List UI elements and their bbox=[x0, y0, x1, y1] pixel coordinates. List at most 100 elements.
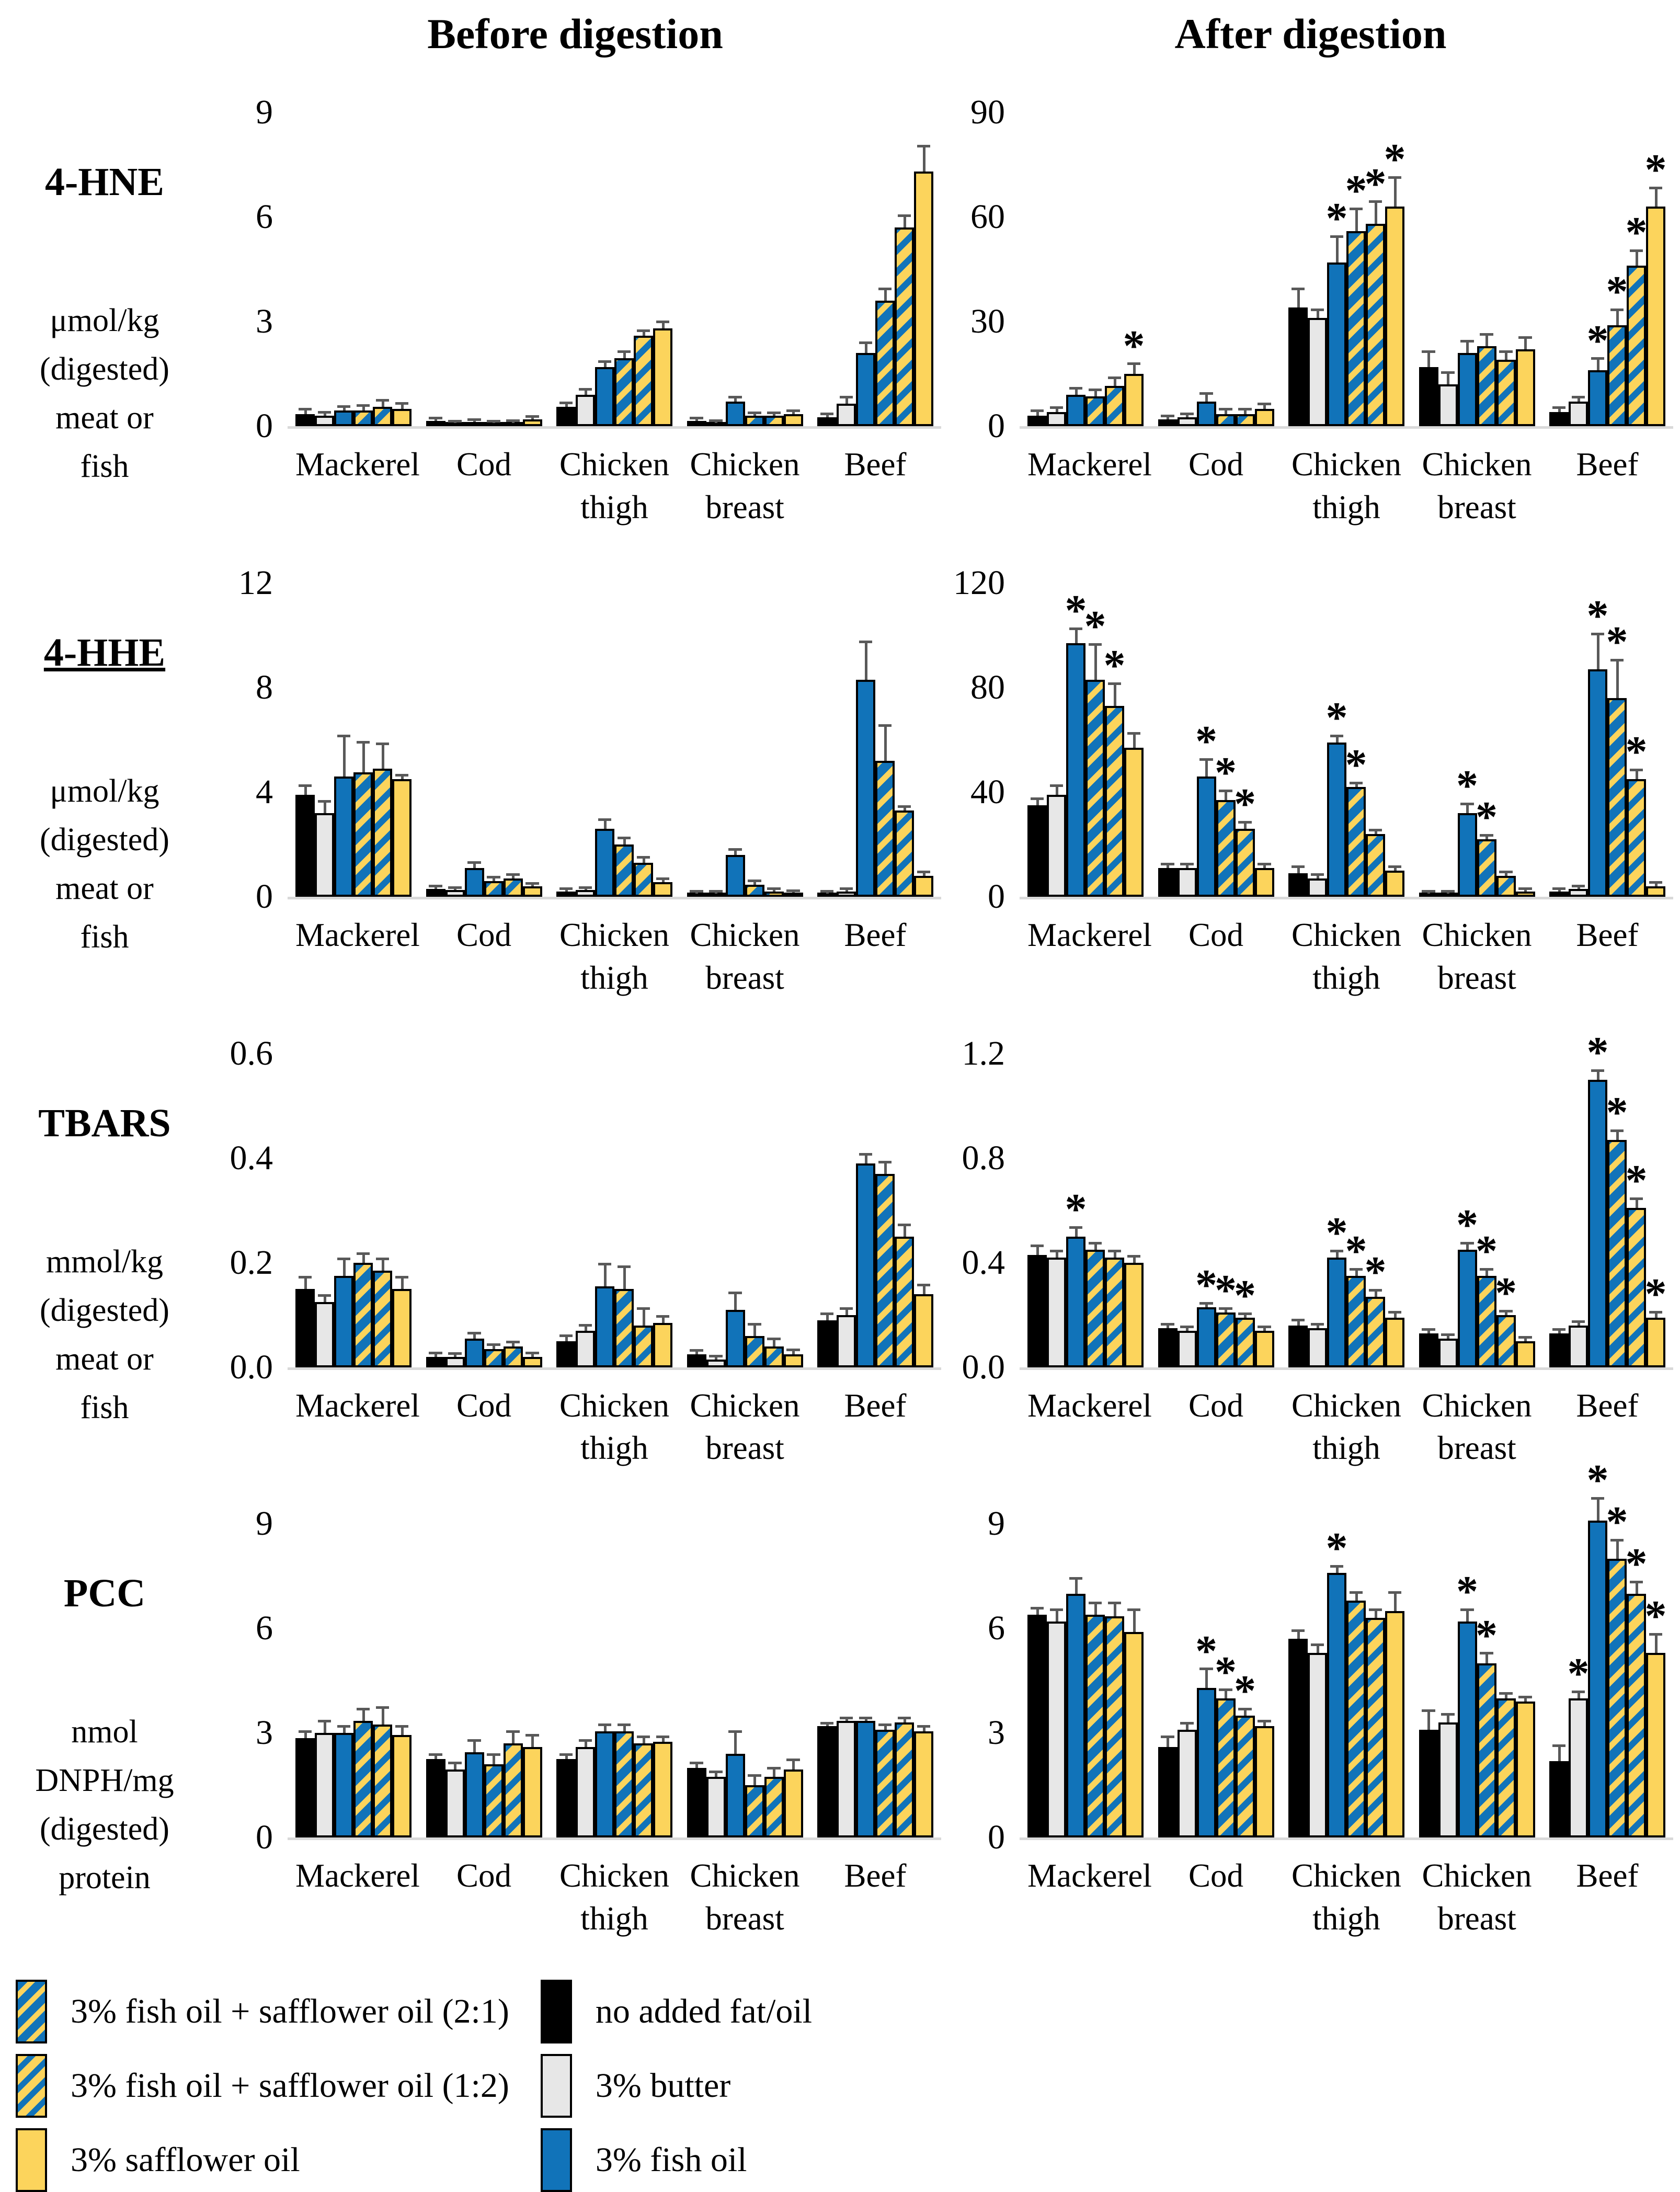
error-bar-line bbox=[304, 786, 307, 795]
bar-slot bbox=[706, 1524, 726, 1838]
bar-fishoil bbox=[595, 1731, 614, 1838]
metric-name: PCC bbox=[63, 1571, 146, 1616]
error-bar-cap bbox=[786, 409, 800, 412]
error-bar-cap bbox=[690, 1762, 703, 1765]
error-bar-line bbox=[1113, 1252, 1116, 1258]
error-bar-cap bbox=[1610, 1129, 1624, 1132]
category-label: Chicken breast bbox=[690, 1857, 800, 1937]
bar-group-mackerel bbox=[295, 112, 412, 426]
bar-group-cod bbox=[426, 112, 542, 426]
significance-star: * bbox=[1586, 591, 1609, 640]
error-bar-cap bbox=[598, 1723, 612, 1727]
bar-butter bbox=[1177, 867, 1197, 897]
category-label: Beef bbox=[1576, 446, 1639, 483]
bar-mix12 bbox=[373, 768, 392, 897]
bar-group-chicken-breast: * * * bbox=[1419, 1054, 1535, 1367]
significance-star: * bbox=[1456, 761, 1478, 810]
error-bar-line bbox=[792, 892, 795, 893]
error-bar-line bbox=[401, 1278, 404, 1289]
bar-black bbox=[1288, 307, 1308, 426]
metric-units: nmol DNPH/mg (digested) protein bbox=[35, 1714, 174, 1896]
legend-item-mix12: 3% fish oil + safflower oil (1:2) bbox=[16, 2054, 509, 2118]
y-tick-label: 0.2 bbox=[230, 1243, 273, 1282]
bar-mix21 bbox=[745, 416, 764, 426]
bar-slot bbox=[1419, 112, 1438, 426]
bar-fishoil bbox=[856, 679, 875, 897]
legend-label: 3% fish oil + safflower oil (1:2) bbox=[71, 2067, 509, 2105]
error-bar-line bbox=[1225, 410, 1227, 414]
bar-slot bbox=[1254, 1054, 1274, 1367]
error-bar-line bbox=[1466, 1611, 1469, 1622]
row-label-tbars: TBARS mmol/kg (digested) meat or fish bbox=[0, 1004, 209, 1470]
error-bar-cap bbox=[487, 875, 500, 878]
error-bar-line bbox=[884, 1163, 887, 1174]
bar-slot bbox=[817, 1524, 837, 1838]
bar-black bbox=[1288, 873, 1308, 897]
bar-mix21 bbox=[875, 760, 895, 897]
error-bar-line bbox=[1558, 1330, 1561, 1333]
bar-mix21 bbox=[745, 1785, 764, 1838]
error-bar-line bbox=[1036, 1247, 1039, 1255]
bar-slot bbox=[1515, 1524, 1535, 1838]
error-bar-line bbox=[1316, 875, 1319, 878]
bar-mix21 bbox=[745, 1335, 764, 1367]
error-bar-line bbox=[1466, 342, 1469, 353]
bar-safflower bbox=[1385, 870, 1404, 897]
error-bar-line bbox=[753, 1325, 756, 1336]
error-bar-cap bbox=[1571, 1320, 1585, 1323]
bar-group-cod: * * * bbox=[1158, 583, 1274, 897]
bar-slot: * bbox=[1606, 112, 1628, 426]
error-bar-line bbox=[1225, 1309, 1227, 1312]
error-bar-line bbox=[531, 1354, 534, 1357]
error-bar-line bbox=[1263, 1722, 1266, 1727]
error-bar-line bbox=[1635, 771, 1638, 779]
significance-star: * bbox=[1606, 1088, 1628, 1137]
bar-black bbox=[817, 1726, 837, 1838]
bar-slot bbox=[1549, 583, 1569, 897]
bar-slot bbox=[1438, 583, 1458, 897]
significance-star: * bbox=[1476, 1611, 1498, 1660]
error-bar-line bbox=[1297, 867, 1300, 873]
bar-slot bbox=[445, 583, 465, 897]
bar-group-cod bbox=[426, 1054, 542, 1367]
error-bar-cap bbox=[559, 887, 573, 891]
bar-mix12 bbox=[764, 891, 784, 897]
error-bar-cap bbox=[375, 1257, 390, 1260]
error-bar-cap bbox=[467, 418, 481, 421]
error-bar-line bbox=[435, 887, 437, 889]
bar-safflower bbox=[783, 892, 803, 897]
bar-slot bbox=[1385, 1524, 1404, 1838]
bar-slot bbox=[373, 1054, 392, 1367]
bar-slot: * bbox=[1606, 1500, 1628, 1838]
bar-butter bbox=[1177, 1729, 1197, 1838]
error-bar-line bbox=[1505, 873, 1507, 876]
category-label: Chicken thigh bbox=[1292, 446, 1401, 526]
error-bar-line bbox=[1205, 1304, 1208, 1307]
bar-butter bbox=[1308, 1328, 1327, 1367]
bar-slot: * bbox=[1234, 1054, 1256, 1367]
bar-butter bbox=[706, 892, 726, 897]
bar-slot: * bbox=[1084, 583, 1106, 897]
error-bar-cap bbox=[317, 411, 332, 414]
bar-safflower bbox=[1385, 207, 1404, 426]
error-bar-cap bbox=[1368, 1288, 1382, 1292]
bar-slot bbox=[445, 112, 465, 426]
error-bar-cap bbox=[467, 1331, 481, 1334]
error-bar-line bbox=[1036, 412, 1039, 416]
bar-mix21 bbox=[353, 772, 373, 897]
category-label: Beef bbox=[1576, 1857, 1639, 1894]
error-bar-cap bbox=[1258, 1325, 1271, 1328]
bar-slot bbox=[1027, 112, 1047, 426]
y-axis: 0.0 0.2 0.4 0.6 bbox=[209, 1036, 288, 1384]
error-bar-cap bbox=[1629, 1580, 1643, 1583]
bar-slot bbox=[745, 1524, 764, 1838]
error-bar-line bbox=[304, 410, 307, 414]
error-bar-cap bbox=[709, 890, 723, 893]
bar-mix21 bbox=[1216, 1312, 1236, 1367]
bar-fishoil bbox=[1066, 1593, 1085, 1838]
bar-slot bbox=[706, 583, 726, 897]
category-label: Cod bbox=[456, 916, 512, 953]
bar-black bbox=[426, 1356, 445, 1367]
error-bar-cap bbox=[1591, 632, 1605, 635]
bar-group-mackerel bbox=[1027, 1524, 1144, 1838]
